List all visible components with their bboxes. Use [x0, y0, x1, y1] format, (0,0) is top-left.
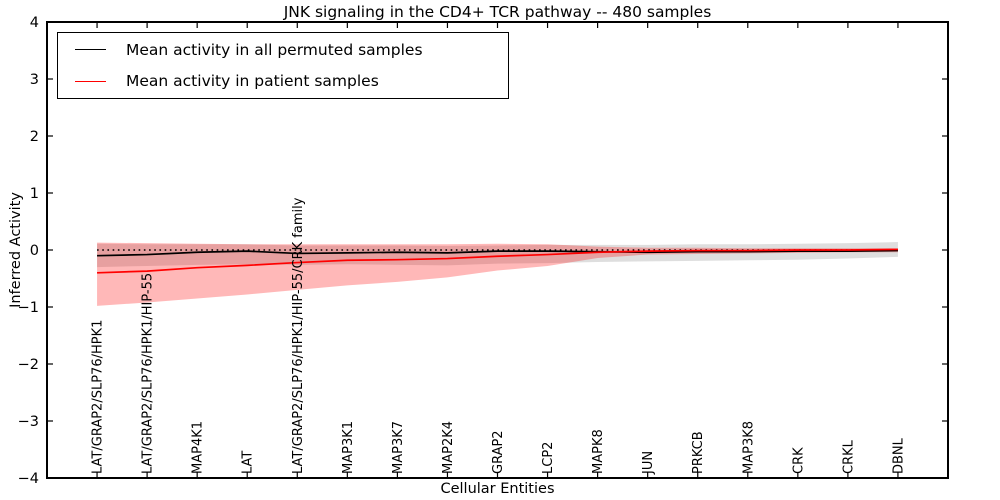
x-tick-label: LAT/GRAP2/SLP76/HPK1/HIP-55/CRK family: [291, 197, 306, 474]
legend-label-permuted: Mean activity in all permuted samples: [126, 40, 423, 59]
x-tick-label: CRKL: [841, 439, 856, 474]
x-tick-label: MAPK8: [591, 429, 606, 474]
x-tick-label: MAP3K8: [741, 421, 756, 474]
y-axis-label: Inferred Activity: [8, 192, 24, 308]
y-tick-label: −1: [18, 300, 39, 316]
legend-entry-permuted: Mean activity in all permuted samples: [58, 35, 508, 64]
y-tick-label: 2: [30, 129, 39, 145]
y-tick-label: −4: [18, 471, 39, 487]
x-tick-label: LAT: [241, 451, 256, 474]
x-tick-label: DBNL: [891, 437, 906, 474]
x-tick-label: MAP3K1: [341, 421, 356, 474]
x-tick-label: GRAP2: [491, 430, 506, 474]
y-tick-label: −2: [18, 357, 39, 373]
y-tick-label: −3: [18, 414, 39, 430]
y-tick-label: 1: [30, 186, 39, 202]
legend: Mean activity in all permuted samples Me…: [57, 32, 509, 99]
permuted-mean-line: [97, 249, 898, 257]
patient-band: [97, 242, 898, 306]
x-tick-label: JUN: [641, 451, 656, 475]
x-tick-label: MAP4K1: [191, 421, 206, 474]
legend-label-patient: Mean activity in patient samples: [126, 72, 379, 91]
x-tick-label: LAT/GRAP2/SLP76/HPK1: [91, 320, 106, 474]
y-tick-label: 4: [30, 15, 39, 31]
permuted-band: [97, 242, 898, 268]
patient-mean-line: [97, 248, 898, 274]
x-axis-label: Cellular Entities: [440, 481, 555, 497]
patient-line-swatch: [75, 80, 106, 82]
chart-title: JNK signaling in the CD4+ TCR pathway --…: [283, 3, 712, 21]
x-tick-label: LAT/GRAP2/SLP76/HPK1/HIP-55: [141, 273, 156, 474]
y-tick-label: 3: [30, 72, 39, 88]
x-tick-label: CRK: [791, 447, 806, 474]
x-tick-label: PRKCB: [691, 431, 706, 474]
y-tick-label: 0: [30, 243, 39, 259]
x-tick-label: MAP3K7: [391, 421, 406, 474]
permuted-line-swatch: [75, 49, 106, 51]
legend-entry-patient: Mean activity in patient samples: [58, 67, 508, 96]
x-tick-label: LCP2: [541, 442, 556, 474]
x-tick-label: MAP2K4: [441, 421, 456, 474]
axes-border: [46, 21, 949, 479]
